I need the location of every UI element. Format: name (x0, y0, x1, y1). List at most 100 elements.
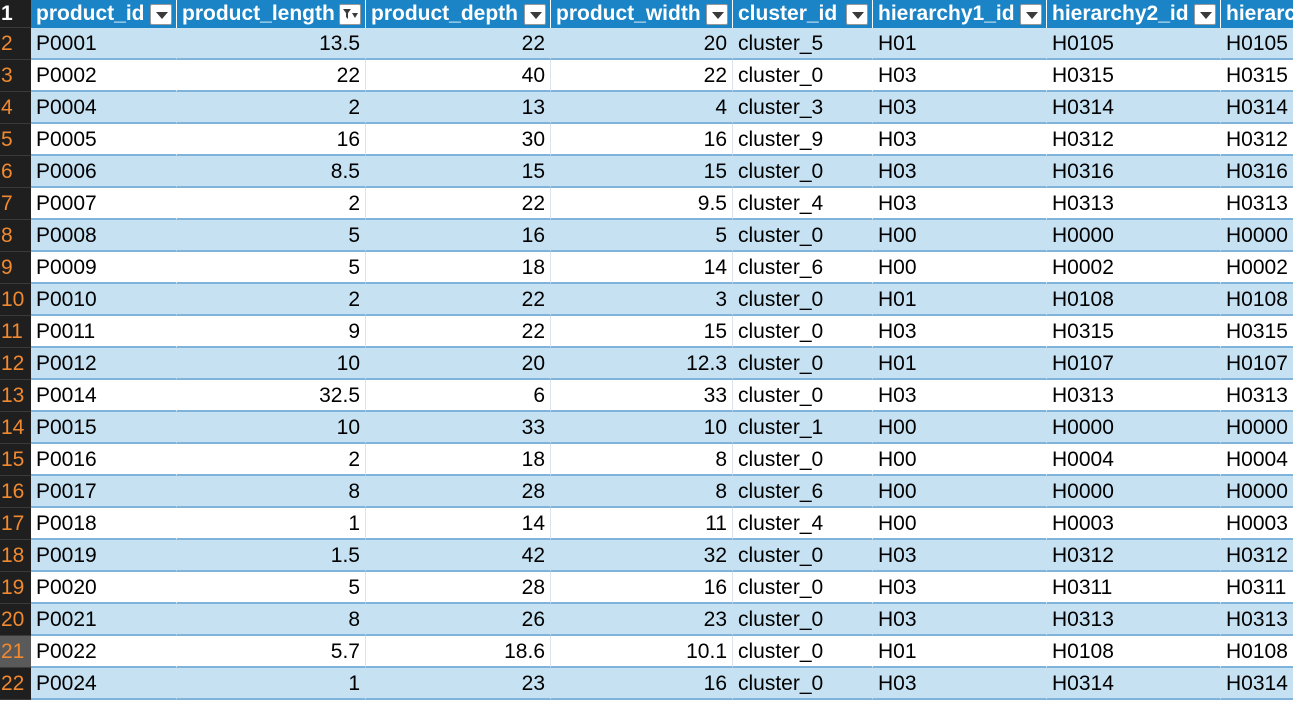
cell-product-width[interactable]: 32 (551, 540, 733, 572)
cell-product-depth[interactable]: 18.6 (366, 636, 551, 668)
cell-product-length[interactable]: 2 (177, 92, 366, 124)
row-number[interactable]: 5 (0, 124, 31, 156)
cell-hierarchy2-id[interactable]: H0004 (1047, 444, 1221, 476)
filter-active-icon[interactable] (339, 4, 361, 25)
cell-product-id[interactable]: P0017 (31, 476, 177, 508)
column-header-hierarchy1-id[interactable]: hierarchy1_id (873, 0, 1047, 28)
cell-cluster-id[interactable]: cluster_5 (733, 28, 873, 60)
cell-hierarchy2-id[interactable]: H0108 (1047, 284, 1221, 316)
row-number[interactable]: 19 (0, 572, 31, 604)
cell-cluster-id[interactable]: cluster_0 (733, 60, 873, 92)
cell-product-length[interactable]: 1 (177, 668, 366, 700)
cell-hierarchy3-id[interactable]: H0000 (1221, 412, 1293, 444)
cell-product-width[interactable]: 10.1 (551, 636, 733, 668)
filter-dropdown-icon[interactable] (1020, 4, 1042, 25)
cell-cluster-id[interactable]: cluster_0 (733, 668, 873, 700)
cell-hierarchy1-id[interactable]: H03 (873, 604, 1047, 636)
cell-cluster-id[interactable]: cluster_0 (733, 348, 873, 380)
cell-product-depth[interactable]: 20 (366, 348, 551, 380)
cell-hierarchy2-id[interactable]: H0312 (1047, 540, 1221, 572)
cell-product-depth[interactable]: 22 (366, 28, 551, 60)
cell-product-depth[interactable]: 23 (366, 668, 551, 700)
cell-hierarchy2-id[interactable]: H0000 (1047, 476, 1221, 508)
cell-product-length[interactable]: 8.5 (177, 156, 366, 188)
cell-hierarchy1-id[interactable]: H00 (873, 476, 1047, 508)
row-number[interactable]: 18 (0, 540, 31, 572)
cell-cluster-id[interactable]: cluster_0 (733, 316, 873, 348)
cell-product-id[interactable]: P0021 (31, 604, 177, 636)
cell-product-length[interactable]: 5.7 (177, 636, 366, 668)
cell-product-depth[interactable]: 33 (366, 412, 551, 444)
cell-hierarchy1-id[interactable]: H00 (873, 252, 1047, 284)
cell-hierarchy2-id[interactable]: H0316 (1047, 156, 1221, 188)
column-header-product-length[interactable]: product_length (177, 0, 366, 28)
cell-cluster-id[interactable]: cluster_6 (733, 252, 873, 284)
cell-product-length[interactable]: 8 (177, 476, 366, 508)
cell-hierarchy3-id[interactable]: H0105 (1221, 28, 1293, 60)
cell-hierarchy3-id[interactable]: H0314 (1221, 668, 1293, 700)
cell-product-width[interactable]: 12.3 (551, 348, 733, 380)
cell-hierarchy2-id[interactable]: H0313 (1047, 188, 1221, 220)
row-number[interactable]: 6 (0, 156, 31, 188)
cell-product-width[interactable]: 22 (551, 60, 733, 92)
cell-hierarchy2-id[interactable]: H0314 (1047, 668, 1221, 700)
cell-product-id[interactable]: P0024 (31, 668, 177, 700)
cell-product-width[interactable]: 4 (551, 92, 733, 124)
cell-hierarchy3-id[interactable]: H0108 (1221, 636, 1293, 668)
cell-product-depth[interactable]: 22 (366, 316, 551, 348)
cell-hierarchy2-id[interactable]: H0315 (1047, 316, 1221, 348)
cell-hierarchy3-id[interactable]: H0312 (1221, 124, 1293, 156)
cell-product-width[interactable]: 3 (551, 284, 733, 316)
cell-product-length[interactable]: 2 (177, 188, 366, 220)
cell-product-id[interactable]: P0009 (31, 252, 177, 284)
column-header-hierarchy2-id[interactable]: hierarchy2_id (1047, 0, 1221, 28)
row-number[interactable]: 11 (0, 316, 31, 348)
cell-product-depth[interactable]: 22 (366, 284, 551, 316)
row-number[interactable]: 15 (0, 444, 31, 476)
cell-product-id[interactable]: P0016 (31, 444, 177, 476)
cell-product-width[interactable]: 15 (551, 156, 733, 188)
cell-product-id[interactable]: P0005 (31, 124, 177, 156)
cell-product-depth[interactable]: 40 (366, 60, 551, 92)
cell-product-width[interactable]: 20 (551, 28, 733, 60)
row-number[interactable]: 9 (0, 252, 31, 284)
cell-cluster-id[interactable]: cluster_4 (733, 188, 873, 220)
cell-hierarchy3-id[interactable]: H0312 (1221, 540, 1293, 572)
cell-product-width[interactable]: 8 (551, 444, 733, 476)
row-number[interactable]: 13 (0, 380, 31, 412)
cell-hierarchy1-id[interactable]: H03 (873, 188, 1047, 220)
row-number[interactable]: 3 (0, 60, 31, 92)
column-header-product-id[interactable]: product_id (31, 0, 177, 28)
row-number[interactable]: 2 (0, 28, 31, 60)
cell-product-length[interactable]: 10 (177, 348, 366, 380)
cell-cluster-id[interactable]: cluster_4 (733, 508, 873, 540)
cell-product-depth[interactable]: 28 (366, 476, 551, 508)
row-number[interactable]: 21 (0, 636, 31, 668)
cell-cluster-id[interactable]: cluster_0 (733, 604, 873, 636)
cell-product-depth[interactable]: 16 (366, 220, 551, 252)
cell-product-length[interactable]: 9 (177, 316, 366, 348)
cell-product-depth[interactable]: 15 (366, 156, 551, 188)
cell-product-length[interactable]: 22 (177, 60, 366, 92)
cell-product-width[interactable]: 11 (551, 508, 733, 540)
cell-hierarchy3-id[interactable]: H0314 (1221, 92, 1293, 124)
cell-cluster-id[interactable]: cluster_0 (733, 540, 873, 572)
cell-hierarchy1-id[interactable]: H00 (873, 220, 1047, 252)
cell-product-id[interactable]: P0004 (31, 92, 177, 124)
cell-product-id[interactable]: P0022 (31, 636, 177, 668)
cell-product-id[interactable]: P0020 (31, 572, 177, 604)
cell-product-width[interactable]: 15 (551, 316, 733, 348)
cell-hierarchy1-id[interactable]: H00 (873, 508, 1047, 540)
cell-hierarchy2-id[interactable]: H0107 (1047, 348, 1221, 380)
row-number[interactable]: 22 (0, 668, 31, 700)
cell-hierarchy1-id[interactable]: H03 (873, 668, 1047, 700)
cell-cluster-id[interactable]: cluster_0 (733, 380, 873, 412)
cell-product-width[interactable]: 16 (551, 572, 733, 604)
cell-product-depth[interactable]: 28 (366, 572, 551, 604)
cell-cluster-id[interactable]: cluster_9 (733, 124, 873, 156)
cell-hierarchy1-id[interactable]: H01 (873, 28, 1047, 60)
cell-product-id[interactable]: P0001 (31, 28, 177, 60)
cell-product-id[interactable]: P0002 (31, 60, 177, 92)
cell-hierarchy3-id[interactable]: H0311 (1221, 572, 1293, 604)
cell-hierarchy2-id[interactable]: H0313 (1047, 380, 1221, 412)
